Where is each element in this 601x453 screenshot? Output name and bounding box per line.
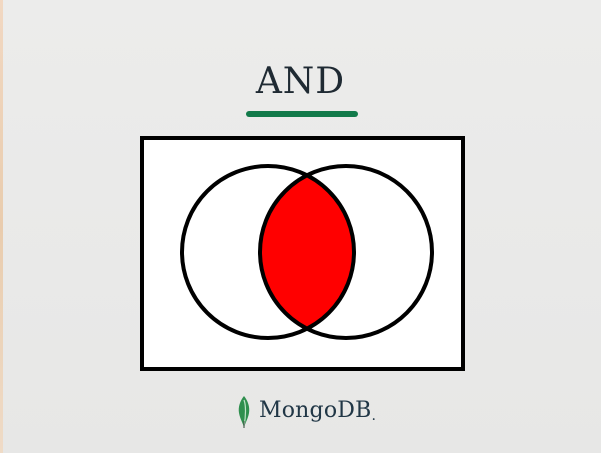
mongodb-leaf-icon	[238, 396, 250, 428]
right-set-circle	[258, 164, 434, 340]
title-underline	[246, 111, 358, 117]
left-edge-accent	[0, 0, 3, 453]
brand-wordmark: MongoDB.	[259, 397, 376, 427]
left-set-circle	[180, 164, 356, 340]
slide-title: AND	[255, 61, 346, 102]
brand-name: MongoDB	[259, 398, 372, 423]
venn-diagram	[140, 136, 465, 371]
intersection-region	[260, 166, 354, 338]
mongodb-logo: MongoDB.	[236, 394, 376, 430]
brand-suffix: .	[371, 408, 377, 424]
